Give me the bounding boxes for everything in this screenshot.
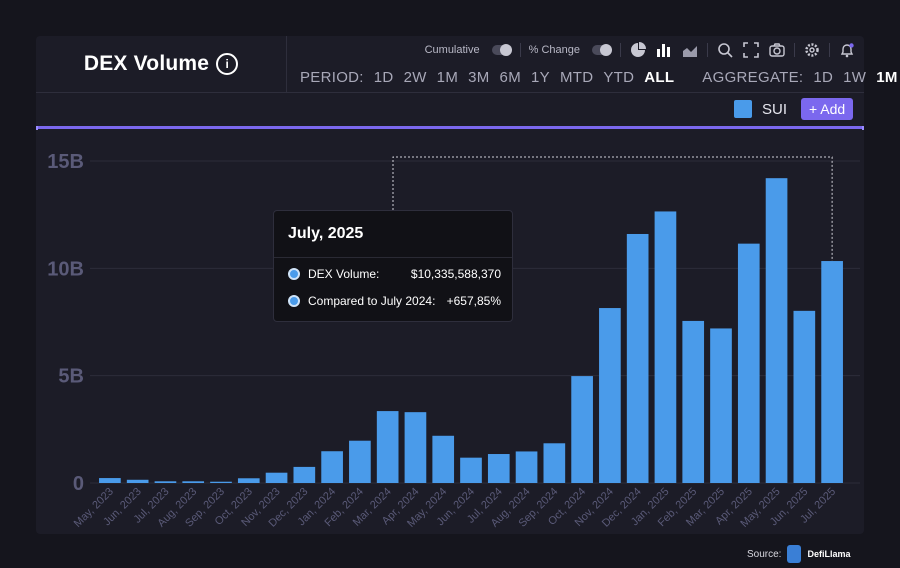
period-option-ytd[interactable]: YTD	[603, 68, 635, 86]
y-tick-label: 5B	[58, 366, 84, 388]
legend-label-sui[interactable]: SUI	[762, 100, 788, 118]
chart-header: DEX Volume i	[36, 36, 287, 92]
tooltip-row-value: +657,85%	[446, 294, 501, 308]
period-option-1d[interactable]: 1D	[373, 68, 394, 86]
y-tick-label: 15B	[47, 151, 84, 173]
bar-aug-2023[interactable]	[182, 481, 205, 483]
aggregate-option-1m[interactable]: 1M	[876, 68, 898, 86]
period-option-3m[interactable]: 3M	[468, 68, 490, 86]
period-aggregate-bar: PERIOD: 1D 2W 1M 3M 6M 1Y MTD YTD ALL AG…	[300, 66, 897, 88]
chart-legend: SUI + Add	[734, 98, 854, 120]
gear-icon[interactable]	[803, 41, 821, 59]
chart-toolbar: Cumulative % Change	[290, 38, 856, 62]
bar-jul-2023[interactable]	[154, 481, 177, 483]
bar-aug-2024[interactable]	[515, 451, 538, 483]
toolbar-separator	[829, 43, 830, 57]
bar-jun-2023[interactable]	[126, 479, 149, 483]
tooltip-series-dot	[288, 295, 300, 307]
bar-may-2023[interactable]	[99, 478, 121, 483]
period-option-1y[interactable]: 1Y	[530, 68, 550, 86]
bar-jun-2025[interactable]	[793, 310, 816, 483]
period-option-6m[interactable]: 6M	[499, 68, 521, 86]
chart-tooltip: July, 2025 DEX Volume: $10,335,588,370 C…	[273, 210, 513, 322]
y-tick-label: 0	[73, 473, 84, 495]
tooltip-row-volume: DEX Volume: $10,335,588,370	[288, 267, 501, 281]
header-divider	[36, 92, 864, 93]
add-series-button[interactable]: + Add	[801, 98, 854, 120]
bar-jul-2024[interactable]	[487, 454, 510, 483]
toolbar-separator	[519, 43, 521, 57]
aggregate-option-1d[interactable]: 1D	[813, 68, 834, 86]
tooltip-row-label: Compared to July 2024:	[308, 294, 436, 308]
pct-change-toggle[interactable]	[592, 44, 612, 56]
aggregate-label: AGGREGATE:	[702, 68, 804, 86]
bar-dec-2023[interactable]	[293, 466, 316, 483]
tooltip-row-compare: Compared to July 2024: +657,85%	[288, 294, 501, 308]
bar-oct-2023[interactable]	[237, 478, 260, 483]
period-option-all[interactable]: ALL	[644, 68, 675, 86]
camera-icon[interactable]	[768, 41, 786, 59]
search-icon[interactable]	[716, 41, 734, 59]
toolbar-separator	[620, 43, 621, 57]
bar-jul-2025[interactable]	[821, 261, 843, 483]
bar-may-2024[interactable]	[432, 435, 455, 483]
tooltip-series-dot	[288, 268, 300, 280]
tooltip-row-label: DEX Volume:	[308, 267, 380, 281]
bar-apr-2025[interactable]	[737, 243, 760, 483]
bar-sep-2024[interactable]	[543, 443, 566, 483]
fullscreen-icon[interactable]	[742, 41, 760, 59]
range-brush[interactable]	[36, 126, 864, 130]
bar-mar-2025[interactable]	[710, 328, 732, 483]
bar-nov-2023[interactable]	[265, 472, 288, 483]
bar-chart-icon[interactable]	[655, 41, 673, 59]
info-icon[interactable]: i	[216, 53, 239, 75]
period-option-mtd[interactable]: MTD	[559, 68, 594, 86]
source-credit: Source: DefiLlama	[747, 545, 850, 563]
source-brand[interactable]: DefiLlama	[807, 549, 851, 559]
toolbar-separator	[707, 43, 708, 57]
bar-nov-2024[interactable]	[599, 308, 621, 483]
bar-jan-2024[interactable]	[321, 451, 343, 483]
bar-oct-2024[interactable]	[571, 376, 593, 483]
chart-title: DEX Volume	[83, 52, 210, 75]
bar-apr-2024[interactable]	[404, 412, 427, 483]
pie-chart-icon[interactable]	[629, 41, 647, 59]
tooltip-row-value: $10,335,588,370	[410, 267, 501, 281]
period-label: PERIOD:	[300, 68, 364, 86]
period-option-2w[interactable]: 2W	[403, 68, 427, 86]
bell-icon[interactable]	[838, 41, 856, 59]
bar-jan-2025[interactable]	[654, 211, 677, 484]
tooltip-divider	[274, 257, 512, 258]
bar-mar-2024[interactable]	[376, 411, 399, 483]
bar-feb-2024[interactable]	[349, 440, 371, 483]
period-option-1m[interactable]: 1M	[436, 68, 459, 86]
legend-swatch-sui[interactable]	[734, 100, 752, 118]
tooltip-title: July, 2025	[288, 225, 364, 242]
cumulative-label: Cumulative	[424, 44, 480, 56]
bar-may-2025[interactable]	[765, 178, 788, 483]
bar-jun-2024[interactable]	[460, 457, 482, 483]
toolbar-separator	[794, 43, 795, 57]
pct-change-label: % Change	[528, 44, 580, 56]
cumulative-toggle[interactable]	[491, 44, 512, 56]
y-tick-label: 10B	[47, 258, 84, 280]
aggregate-option-1w[interactable]: 1W	[843, 68, 867, 86]
bar-sep-2023[interactable]	[210, 481, 232, 483]
source-label: Source:	[747, 548, 782, 560]
tooltip-crosshair	[392, 156, 833, 262]
area-chart-icon[interactable]	[681, 41, 699, 59]
bar-dec-2024[interactable]	[626, 233, 649, 483]
bar-feb-2025[interactable]	[682, 320, 705, 483]
defillama-logo-icon	[787, 545, 802, 563]
